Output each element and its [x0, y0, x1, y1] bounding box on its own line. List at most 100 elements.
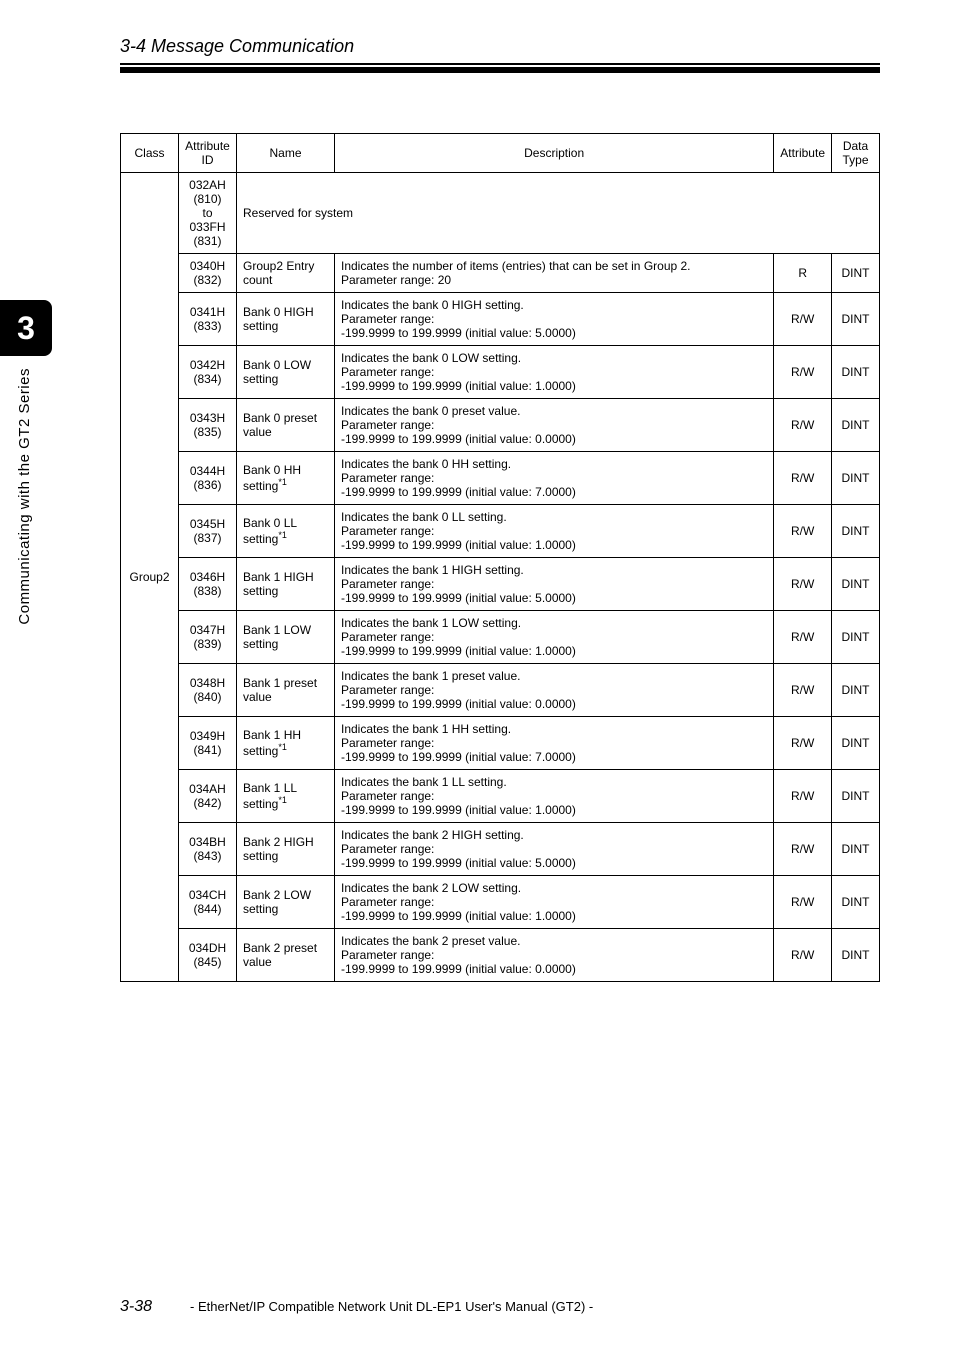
cell-description: Indicates the bank 0 HH setting.Paramete… — [335, 452, 774, 505]
cell-data-type: DINT — [832, 399, 880, 452]
header-class: Class — [121, 134, 179, 173]
cell-attribute-id: 034DH(845) — [179, 929, 237, 982]
cell-description: Indicates the bank 1 LL setting.Paramete… — [335, 770, 774, 823]
cell-description: Indicates the bank 1 preset value.Parame… — [335, 664, 774, 717]
header-rule-thin — [120, 63, 880, 65]
cell-description: Indicates the bank 2 HIGH setting.Parame… — [335, 823, 774, 876]
cell-name: Bank 1 HIGH setting — [237, 558, 335, 611]
cell-description: Indicates the bank 0 LOW setting.Paramet… — [335, 346, 774, 399]
cell-attribute: R/W — [774, 399, 832, 452]
table-row: 0343H(835)Bank 0 preset valueIndicates t… — [121, 399, 880, 452]
cell-attribute-id: 034CH(844) — [179, 876, 237, 929]
cell-attribute: R/W — [774, 876, 832, 929]
cell-reserved: Reserved for system — [237, 173, 880, 254]
table-row: 0344H(836)Bank 0 HHsetting*1Indicates th… — [121, 452, 880, 505]
cell-attribute: R/W — [774, 823, 832, 876]
cell-attribute: R/W — [774, 293, 832, 346]
cell-name: Bank 1 HHsetting*1 — [237, 717, 335, 770]
table-row: 0348H(840)Bank 1 preset valueIndicates t… — [121, 664, 880, 717]
table-row: 034AH(842)Bank 1 LLsetting*1Indicates th… — [121, 770, 880, 823]
header-name: Name — [237, 134, 335, 173]
header-description: Description — [335, 134, 774, 173]
cell-class: Group2 — [121, 173, 179, 982]
parameter-table-wrap: Class Attribute ID Name Description Attr… — [120, 133, 880, 982]
cell-description: Indicates the bank 0 preset value.Parame… — [335, 399, 774, 452]
cell-attribute-id: 0347H(839) — [179, 611, 237, 664]
table-row: 0347H(839)Bank 1 LOW settingIndicates th… — [121, 611, 880, 664]
cell-name: Bank 0 LOW setting — [237, 346, 335, 399]
table-row: 0346H(838)Bank 1 HIGH settingIndicates t… — [121, 558, 880, 611]
cell-attribute-id: 0341H(833) — [179, 293, 237, 346]
cell-attribute: R/W — [774, 770, 832, 823]
table-row: 0345H(837)Bank 0 LLsetting*1Indicates th… — [121, 505, 880, 558]
cell-name: Bank 0 LLsetting*1 — [237, 505, 335, 558]
cell-attribute-id: 0344H(836) — [179, 452, 237, 505]
page-number: 3-38 — [120, 1298, 152, 1316]
cell-attribute-id: 032AH(810)to 033FH(831) — [179, 173, 237, 254]
cell-attribute: R/W — [774, 558, 832, 611]
cell-description: Indicates the bank 1 LOW setting.Paramet… — [335, 611, 774, 664]
cell-data-type: DINT — [832, 293, 880, 346]
cell-data-type: DINT — [832, 823, 880, 876]
cell-attribute: R/W — [774, 505, 832, 558]
table-row: 034CH(844)Bank 2 LOW settingIndicates th… — [121, 876, 880, 929]
cell-attribute: R/W — [774, 452, 832, 505]
cell-attribute: R/W — [774, 664, 832, 717]
cell-data-type: DINT — [832, 505, 880, 558]
cell-description: Indicates the number of items (entries) … — [335, 254, 774, 293]
cell-data-type: DINT — [832, 452, 880, 505]
cell-name: Bank 0 preset value — [237, 399, 335, 452]
table-row: 0341H(833)Bank 0 HIGH settingIndicates t… — [121, 293, 880, 346]
cell-name: Bank 0 HHsetting*1 — [237, 452, 335, 505]
cell-attribute-id: 0340H(832) — [179, 254, 237, 293]
page-footer: 3-38 - EtherNet/IP Compatible Network Un… — [120, 1298, 880, 1316]
cell-description: Indicates the bank 1 HIGH setting.Parame… — [335, 558, 774, 611]
cell-name: Bank 1 LOW setting — [237, 611, 335, 664]
header-attribute: Attribute — [774, 134, 832, 173]
cell-data-type: DINT — [832, 611, 880, 664]
cell-name: Bank 0 HIGH setting — [237, 293, 335, 346]
cell-attribute-id: 034BH(843) — [179, 823, 237, 876]
table-row: 034DH(845)Bank 2 preset valueIndicates t… — [121, 929, 880, 982]
cell-name: Bank 2 LOW setting — [237, 876, 335, 929]
cell-attribute-id: 0342H(834) — [179, 346, 237, 399]
cell-data-type: DINT — [832, 254, 880, 293]
cell-attribute: R/W — [774, 717, 832, 770]
table-row: 0342H(834)Bank 0 LOW settingIndicates th… — [121, 346, 880, 399]
section-title: 3-4 Message Communication — [120, 36, 954, 57]
cell-data-type: DINT — [832, 664, 880, 717]
cell-name: Bank 1 preset value — [237, 664, 335, 717]
manual-title: - EtherNet/IP Compatible Network Unit DL… — [190, 1299, 593, 1314]
cell-attribute-id: 0349H(841) — [179, 717, 237, 770]
cell-data-type: DINT — [832, 717, 880, 770]
table-row: 034BH(843)Bank 2 HIGH settingIndicates t… — [121, 823, 880, 876]
cell-attribute-id: 0345H(837) — [179, 505, 237, 558]
cell-description: Indicates the bank 0 HIGH setting.Parame… — [335, 293, 774, 346]
cell-description: Indicates the bank 2 preset value.Parame… — [335, 929, 774, 982]
header-attribute-id: Attribute ID — [179, 134, 237, 173]
cell-attribute: R/W — [774, 346, 832, 399]
table-row: Group2032AH(810)to 033FH(831)Reserved fo… — [121, 173, 880, 254]
cell-description: Indicates the bank 2 LOW setting.Paramet… — [335, 876, 774, 929]
cell-data-type: DINT — [832, 558, 880, 611]
cell-data-type: DINT — [832, 876, 880, 929]
cell-name: Bank 2 HIGH setting — [237, 823, 335, 876]
table-row: 0340H(832)Group2 Entry countIndicates th… — [121, 254, 880, 293]
cell-description: Indicates the bank 0 LL setting.Paramete… — [335, 505, 774, 558]
header-data-type: Data Type — [832, 134, 880, 173]
cell-name: Bank 2 preset value — [237, 929, 335, 982]
cell-data-type: DINT — [832, 929, 880, 982]
table-body: Group2032AH(810)to 033FH(831)Reserved fo… — [121, 173, 880, 982]
cell-data-type: DINT — [832, 770, 880, 823]
cell-description: Indicates the bank 1 HH setting.Paramete… — [335, 717, 774, 770]
cell-attribute: R/W — [774, 929, 832, 982]
side-tab-chapter-number: 3 — [0, 300, 52, 356]
cell-attribute-id: 0346H(838) — [179, 558, 237, 611]
cell-attribute: R — [774, 254, 832, 293]
page-header: 3-4 Message Communication — [0, 0, 954, 73]
table-header-row: Class Attribute ID Name Description Attr… — [121, 134, 880, 173]
cell-name: Group2 Entry count — [237, 254, 335, 293]
cell-attribute-id: 0348H(840) — [179, 664, 237, 717]
cell-attribute-id: 034AH(842) — [179, 770, 237, 823]
cell-attribute: R/W — [774, 611, 832, 664]
